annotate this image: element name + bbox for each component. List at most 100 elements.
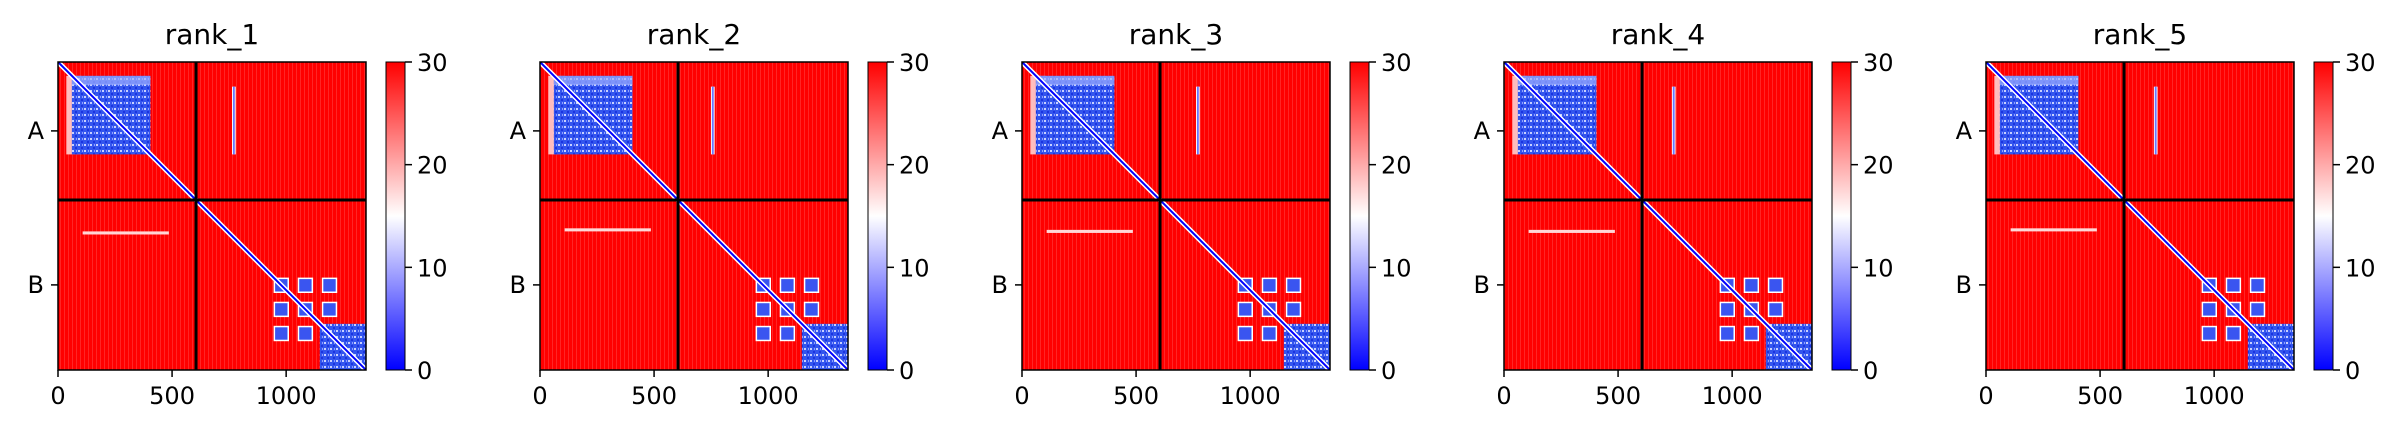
chainB-cluster-core xyxy=(757,303,770,316)
axes-frame xyxy=(1021,61,1331,371)
chainA-top-band xyxy=(1035,75,1115,86)
chainB-cluster-core xyxy=(1239,303,1252,316)
y-tick-label: B xyxy=(28,271,44,299)
x-tick-label: 0 xyxy=(1978,382,1993,410)
y-tick-label: A xyxy=(28,117,45,145)
y-tick-label: A xyxy=(510,117,527,145)
interchain-band xyxy=(82,231,169,235)
colorbar-tick-label: 0 xyxy=(1863,357,1878,385)
chainA-top-band xyxy=(553,75,633,86)
interchain-stripe-core xyxy=(232,86,235,155)
colorbar-tick-label: 0 xyxy=(2345,357,2360,385)
x-tick-label: 500 xyxy=(1113,382,1159,410)
colorbar-tick-label: 0 xyxy=(1381,357,1396,385)
chainB-cluster-core xyxy=(1287,279,1300,292)
x-tick-label: 500 xyxy=(2077,382,2123,410)
colorbar-tick-label: 20 xyxy=(1863,152,1894,180)
x-tick-label: 500 xyxy=(631,382,677,410)
colorbar-tick-label: 30 xyxy=(899,49,930,77)
colorbar-tick-label: 20 xyxy=(899,152,930,180)
axes-frame xyxy=(57,61,367,371)
heatmap-panel-1: rank_1 0 500 1000 A B 0 10 20 30 xyxy=(28,18,448,410)
chainB-cluster-core xyxy=(1745,279,1758,292)
chainB-cluster-core xyxy=(805,303,818,316)
x-tick-label: 0 xyxy=(50,382,65,410)
colorbar-tick-label: 10 xyxy=(899,254,930,282)
heatmap-panel-3: rank_3 0 500 1000 A B 0 10 20 30 xyxy=(992,18,1412,410)
chainB-cluster-core xyxy=(323,279,336,292)
heatmap-image xyxy=(1022,62,1330,370)
chainB-cluster-core xyxy=(1263,327,1276,340)
interchain-stripe-core xyxy=(1196,86,1199,155)
x-tick-label: 0 xyxy=(532,382,547,410)
interchain-band xyxy=(1046,229,1133,233)
panel-title: rank_3 xyxy=(1129,18,1223,51)
x-tick-label: 1000 xyxy=(2184,382,2245,410)
x-tick-label: 500 xyxy=(149,382,195,410)
colorbar-tick-label: 30 xyxy=(417,49,448,77)
panel-title: rank_4 xyxy=(1611,18,1705,51)
colorbar-tick-label: 10 xyxy=(2345,254,2376,282)
colorbar-tick-label: 20 xyxy=(1381,152,1412,180)
chainB-cluster-core xyxy=(2227,279,2240,292)
diagonal-line xyxy=(1986,62,2294,370)
diagonal-line xyxy=(1022,62,1330,370)
axes-frame xyxy=(1503,61,1813,371)
panel-title: rank_5 xyxy=(2093,18,2187,51)
chainB-cluster-core xyxy=(275,303,288,316)
colorbar-tick-label: 20 xyxy=(417,152,448,180)
chainB-cluster-core xyxy=(1769,303,1782,316)
chainB-cluster-core xyxy=(1721,303,1734,316)
colorbar-tick-label: 0 xyxy=(417,357,432,385)
colorbar-tick-label: 30 xyxy=(1381,49,1412,77)
chainB-cluster-core xyxy=(805,279,818,292)
axes-frame xyxy=(1985,61,2295,371)
chainB-cluster-core xyxy=(1769,279,1782,292)
chainB-cluster-core xyxy=(275,327,288,340)
x-tick-label: 1000 xyxy=(256,382,317,410)
chainA-top-band xyxy=(71,75,151,86)
chainA-top-band xyxy=(1999,75,2079,86)
heatmap-panel-5: rank_5 0 500 1000 A B 0 10 20 30 xyxy=(1956,18,2376,410)
chainB-cluster-core xyxy=(1745,327,1758,340)
y-tick-label: A xyxy=(1474,117,1491,145)
colorbar-tick-label: 30 xyxy=(2345,49,2376,77)
axes-frame xyxy=(539,61,849,371)
diagonal-line xyxy=(540,62,848,370)
interchain-band xyxy=(2010,228,2097,232)
interchain-band xyxy=(1528,229,1615,233)
heatmap-panel-4: rank_4 0 500 1000 A B 0 10 20 30 xyxy=(1474,18,1894,410)
chainB-cluster-core xyxy=(2203,327,2216,340)
colorbar-tick-label: 30 xyxy=(1863,49,1894,77)
diagonal-line xyxy=(58,62,366,370)
heatmap-image xyxy=(540,62,848,370)
x-tick-label: 1000 xyxy=(1220,382,1281,410)
colorbar-tick-label: 0 xyxy=(899,357,914,385)
panel-title: rank_1 xyxy=(165,18,259,51)
chainB-cluster-core xyxy=(757,327,770,340)
chainB-cluster-core xyxy=(1287,303,1300,316)
interchain-band xyxy=(564,228,651,232)
y-tick-label: B xyxy=(1474,271,1490,299)
chainB-cluster-core xyxy=(2251,303,2264,316)
x-tick-label: 0 xyxy=(1014,382,1029,410)
colorbar xyxy=(1831,61,1852,371)
interchain-stripe-core xyxy=(711,86,714,155)
chainB-cluster-core xyxy=(1239,327,1252,340)
chainB-cluster-core xyxy=(2251,279,2264,292)
colorbar xyxy=(867,61,888,371)
colorbar-tick-label: 10 xyxy=(417,254,448,282)
y-tick-label: A xyxy=(1956,117,1973,145)
heatmap-panel-2: rank_2 0 500 1000 A B 0 10 20 30 xyxy=(510,18,930,410)
heatmap-image xyxy=(1504,62,1812,370)
chainB-cluster-core xyxy=(323,303,336,316)
colorbar xyxy=(385,61,406,371)
colorbar-tick-label: 10 xyxy=(1863,254,1894,282)
colorbar xyxy=(1349,61,1370,371)
diagonal-line xyxy=(1504,62,1812,370)
panel-title: rank_2 xyxy=(647,18,741,51)
chainB-cluster-core xyxy=(781,327,794,340)
chainB-cluster-core xyxy=(1263,279,1276,292)
colorbar-tick-label: 10 xyxy=(1381,254,1412,282)
